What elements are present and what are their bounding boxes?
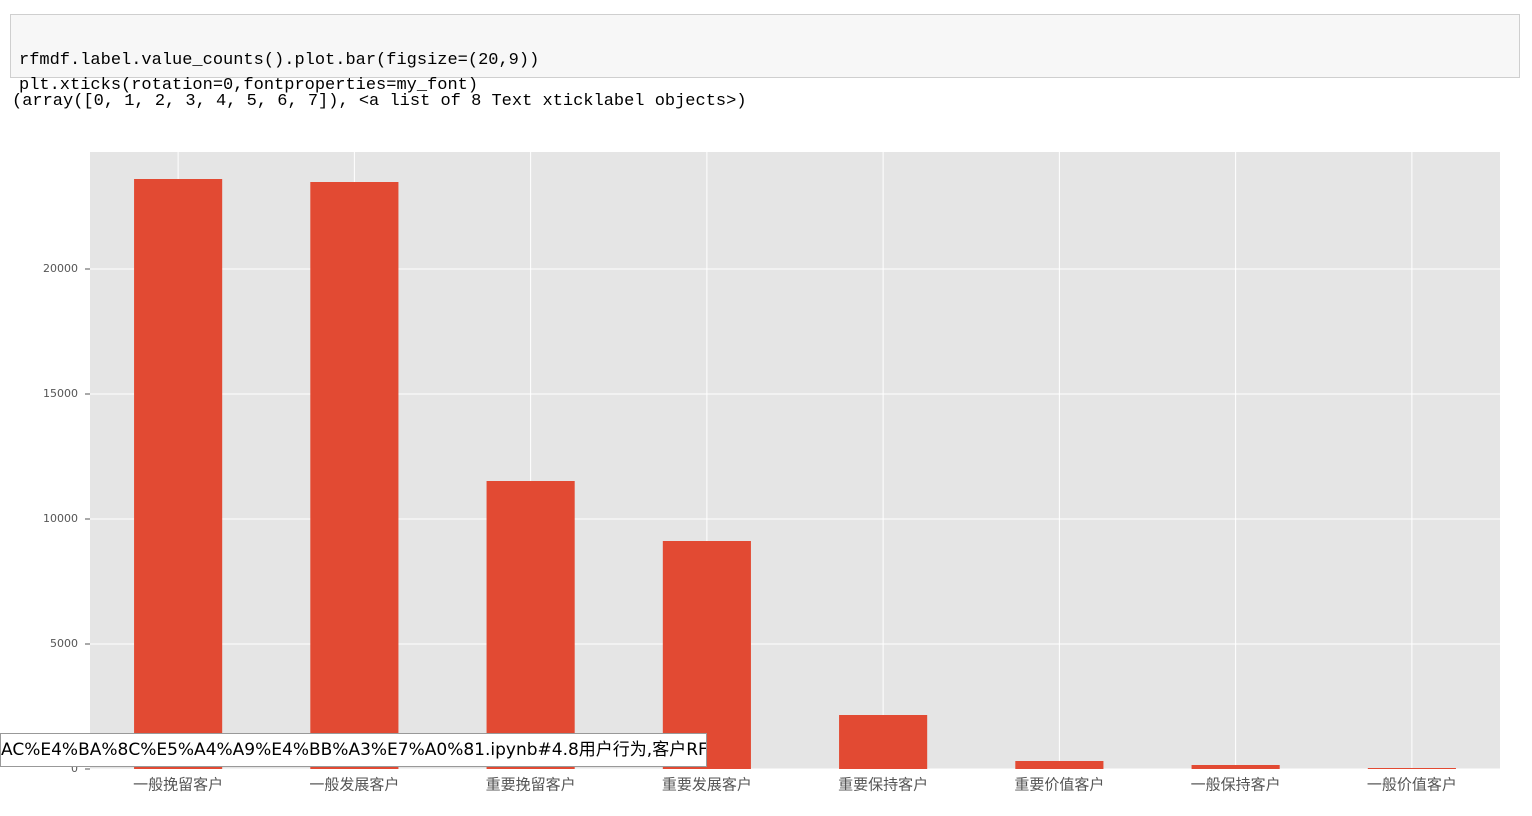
bar (1367, 768, 1456, 769)
bar (839, 715, 928, 769)
x-tick-label: 重要发展客户 (662, 776, 752, 794)
bar (1015, 761, 1104, 769)
x-tick-label: 一般保持客户 (1191, 776, 1281, 794)
y-tick-label: 5000 (50, 637, 78, 650)
y-tick-label: 20000 (43, 262, 78, 275)
bar (1191, 765, 1280, 769)
status-tooltip: AC%E4%BA%8C%E5%A4%A9%E4%BB%A3%E7%A0%81.i… (0, 733, 707, 767)
code-line: rfmdf.label.value_counts().plot.bar(figs… (19, 51, 540, 70)
y-tick-label: 10000 (43, 512, 78, 525)
x-tick-label: 重要价值客户 (1014, 776, 1104, 794)
bar (662, 541, 751, 769)
bar (310, 182, 399, 769)
x-tick-label: 重要挽留客户 (486, 776, 576, 794)
y-tick-label: 15000 (43, 387, 78, 400)
cell-output: (array([0, 1, 2, 3, 4, 5, 6, 7]), <a lis… (12, 92, 747, 111)
plot-area (90, 152, 1500, 769)
bar (134, 179, 223, 769)
x-tick-label: 一般价值客户 (1367, 776, 1457, 794)
x-tick-label: 一般发展客户 (309, 776, 399, 794)
bar (486, 481, 575, 769)
code-cell[interactable]: rfmdf.label.value_counts().plot.bar(figs… (10, 14, 1520, 95)
x-tick-label: 重要保持客户 (838, 776, 928, 794)
code-line: plt.xticks(rotation=0,fontproperties=my_… (19, 76, 479, 95)
x-tick-label: 一般挽留客户 (133, 776, 223, 794)
y-tick-label: 0 (71, 762, 78, 775)
